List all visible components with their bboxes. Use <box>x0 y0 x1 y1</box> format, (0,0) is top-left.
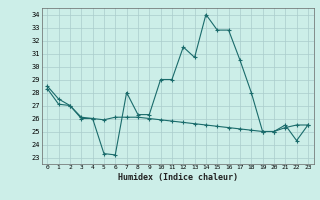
X-axis label: Humidex (Indice chaleur): Humidex (Indice chaleur) <box>118 173 237 182</box>
